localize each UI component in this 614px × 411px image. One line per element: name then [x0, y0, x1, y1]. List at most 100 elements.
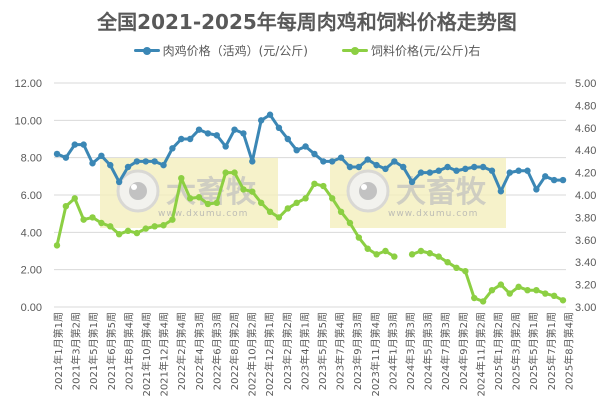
y-tick-label: 12.00: [14, 78, 42, 90]
data-point-marker: [213, 132, 220, 139]
data-point-marker: [435, 167, 442, 174]
data-point-marker: [142, 225, 149, 232]
x-tick-label: 2022年2月第4周: [175, 312, 188, 390]
data-point-marker: [355, 234, 363, 241]
data-point-marker: [151, 158, 158, 165]
data-point-marker: [391, 253, 398, 260]
data-point-marker: [497, 188, 505, 195]
data-point-marker: [373, 161, 380, 169]
data-point-marker: [124, 163, 132, 171]
data-point-marker: [71, 195, 78, 202]
legend-line-marker-icon: [133, 46, 160, 55]
data-point-marker: [62, 154, 70, 161]
data-point-marker: [515, 283, 522, 291]
data-point-marker: [364, 156, 371, 163]
data-point-marker: [453, 264, 460, 271]
data-point-marker: [142, 158, 149, 165]
y-tick-label: 6.00: [21, 190, 42, 202]
data-point-marker: [240, 130, 247, 137]
x-tick-label: 2024年3月第3周: [404, 312, 417, 390]
data-point-marker: [444, 163, 451, 171]
y2-tick-label: 3.60: [575, 235, 596, 247]
watermark-url: www.dxumu.com: [158, 209, 248, 219]
data-point-marker: [328, 158, 336, 165]
data-point-marker: [160, 161, 167, 169]
data-point-marker: [328, 195, 336, 202]
y-tick-label: 0.00: [21, 302, 42, 314]
y-tick-label: 8.00: [21, 153, 42, 165]
data-point-marker: [249, 188, 256, 195]
x-tick-label: 2021年3月第2周: [70, 312, 83, 390]
x-tick-label: 2022年12月第1周: [263, 312, 276, 397]
data-point-marker: [186, 195, 194, 202]
x-tick-label: 2024年7月第3周: [439, 312, 452, 390]
data-point-marker: [257, 199, 265, 207]
data-point-marker: [559, 297, 567, 304]
data-point-marker: [506, 169, 513, 176]
x-tick-label: 2023年5月第5周: [316, 312, 329, 390]
data-point-marker: [479, 298, 487, 305]
x-tick-label: 2025年7月第1周: [545, 312, 558, 390]
series-line-1: [410, 249, 565, 303]
data-point-marker: [284, 135, 292, 143]
y2-tick-label: 3.40: [575, 257, 596, 269]
y2-tick-label: 3.00: [575, 302, 596, 314]
data-point-marker: [222, 143, 229, 150]
y-tick-label: 2.00: [21, 265, 42, 277]
data-point-marker: [89, 214, 96, 221]
data-point-marker: [89, 160, 96, 167]
data-point-marker: [542, 173, 549, 180]
chart-legend: 肉鸡价格（活鸡）(元/公斤) 饲料价格(元/公斤)右: [0, 42, 614, 59]
data-point-marker: [408, 178, 416, 186]
data-point-marker: [107, 161, 114, 169]
legend-item-broiler[interactable]: 肉鸡价格（活鸡）(元/公斤): [133, 42, 308, 59]
data-point-marker: [231, 169, 238, 176]
x-tick-label: 2021年8月第4周: [122, 312, 135, 390]
series-lines: [53, 111, 567, 305]
x-tick-label: 2025年8月第4周: [562, 312, 575, 390]
legend-label: 肉鸡价格（活鸡）(元/公斤): [162, 44, 308, 58]
data-point-marker: [275, 214, 283, 221]
legend-item-feed[interactable]: 饲料价格(元/公斤)右: [342, 42, 480, 59]
data-point-marker: [275, 124, 283, 131]
y2-tick-label: 4.60: [575, 123, 596, 135]
data-point-marker: [426, 250, 434, 257]
x-tick-label: 2025年1月第2周: [492, 312, 505, 390]
data-point-marker: [293, 147, 300, 154]
right-y-axis: 3.00 3.20 3.40 3.60 3.80 4.00 4.20 4.40 4.60 4.80…: [575, 78, 596, 314]
data-point-marker: [346, 219, 354, 227]
x-tick-label: 2023年7月第4周: [334, 312, 347, 390]
x-tick-label: 2021年10月第4周: [140, 312, 153, 397]
data-point-marker: [222, 169, 229, 176]
data-point-marker: [497, 281, 505, 288]
data-point-marker: [559, 176, 567, 184]
data-point-marker: [311, 150, 318, 158]
data-point-marker: [80, 216, 87, 223]
data-point-marker: [400, 163, 407, 171]
y2-tick-label: 5.00: [575, 78, 596, 90]
data-point-marker: [293, 199, 300, 207]
data-point-marker: [240, 186, 247, 193]
data-point-marker: [213, 199, 220, 207]
data-point-marker: [453, 167, 460, 174]
x-tick-label: 2021年1月第1周: [52, 312, 65, 390]
data-point-marker: [133, 229, 141, 237]
data-point-marker: [444, 259, 451, 266]
legend-label: 饲料价格(元/公斤)右: [371, 44, 481, 58]
data-point-marker: [417, 247, 425, 255]
data-point-marker: [266, 208, 274, 215]
x-tick-label: 2023年11月第4周: [369, 312, 382, 397]
data-point-marker: [204, 130, 212, 137]
data-point-marker: [524, 287, 531, 294]
x-tick-label: 2021年5月第1周: [87, 312, 100, 390]
data-point-marker: [373, 251, 380, 258]
x-axis: 2021年1月第1周 2021年3月第2周 2021年5月第1周 2021年6月第5周…: [52, 312, 575, 397]
data-point-marker: [337, 208, 345, 215]
data-point-marker: [320, 182, 327, 190]
data-point-marker: [186, 135, 194, 143]
data-point-marker: [479, 163, 487, 171]
data-point-marker: [115, 231, 123, 238]
legend-line-marker-icon: [342, 46, 368, 55]
data-point-marker: [355, 163, 363, 171]
data-point-marker: [266, 111, 274, 118]
